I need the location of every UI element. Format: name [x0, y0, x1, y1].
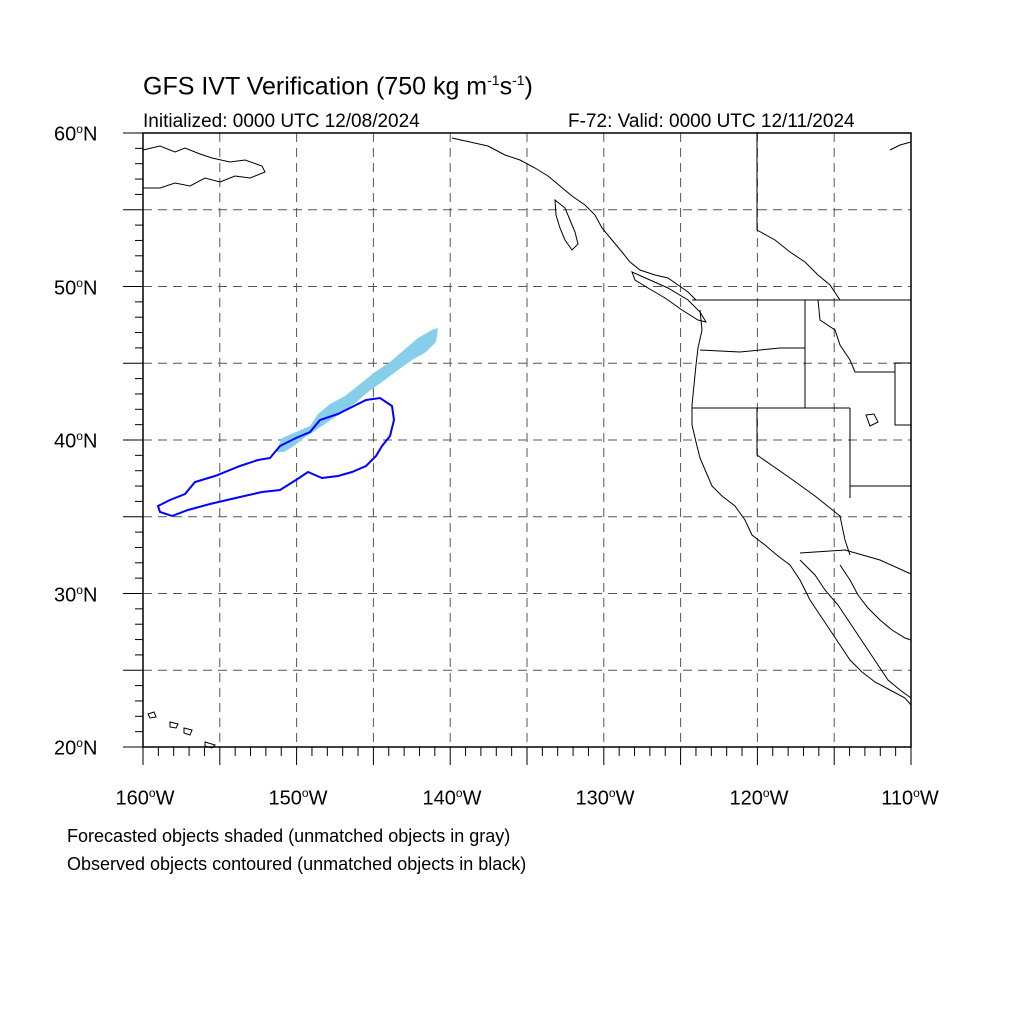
california-nevada-border [756, 408, 851, 556]
lat-label-60n: 60oN [54, 122, 98, 146]
hawaii-1 [147, 711, 157, 719]
lon-label-160w: 160oW [115, 786, 175, 810]
baja-peninsula [799, 559, 912, 699]
map-frame [142, 132, 912, 748]
canada-coast [554, 198, 579, 251]
chart-title: GFS IVT Verification (750 kg m-1s-1) [143, 72, 533, 101]
lat-label-20n: 20oN [54, 736, 98, 760]
gulf-of-california [839, 564, 912, 641]
alaska-panhandle-coast [451, 137, 697, 301]
us-mexico-border [799, 549, 912, 575]
vancouver-island [631, 271, 708, 323]
political-boundaries [692, 132, 912, 575]
valid-time-label: F-72: Valid: 0000 UTC 12/11/2024 [568, 111, 855, 132]
lon-label-140w: 140oW [422, 786, 482, 810]
lat-label-40n: 40oN [54, 429, 98, 453]
lat-lon-grid [143, 133, 911, 747]
alaska-coast [142, 145, 266, 189]
hawaii-4 [204, 741, 216, 749]
observed-contour [156, 396, 396, 518]
legend-forecast: Forecasted objects shaded (unmatched obj… [67, 826, 511, 846]
initialized-label: Initialized: 0000 UTC 12/08/2024 [143, 111, 420, 132]
idaho-montana-border [817, 299, 895, 373]
hudson-bay-edge [889, 141, 912, 151]
wyoming-box [894, 362, 912, 426]
axis-ticks [123, 132, 912, 765]
lat-label-50n: 50oN [54, 276, 98, 300]
lat-label-30n: 30oN [54, 583, 98, 607]
hawaii-2 [169, 721, 179, 729]
great-salt-lake [865, 413, 879, 427]
bc-alberta-border [756, 229, 841, 301]
lon-label-110w: 110oW [881, 786, 939, 810]
washington-oregon-border [699, 347, 805, 353]
lon-label-120w: 120oW [729, 786, 789, 810]
coastlines [142, 137, 912, 749]
west-coast-us [691, 309, 912, 706]
forecast-object [276, 328, 438, 452]
lon-label-130w: 130oW [575, 786, 635, 810]
lon-label-150w: 150oW [268, 786, 328, 810]
hawaii-3 [183, 727, 193, 736]
legend-observed: Observed objects contoured (unmatched ob… [67, 854, 527, 874]
